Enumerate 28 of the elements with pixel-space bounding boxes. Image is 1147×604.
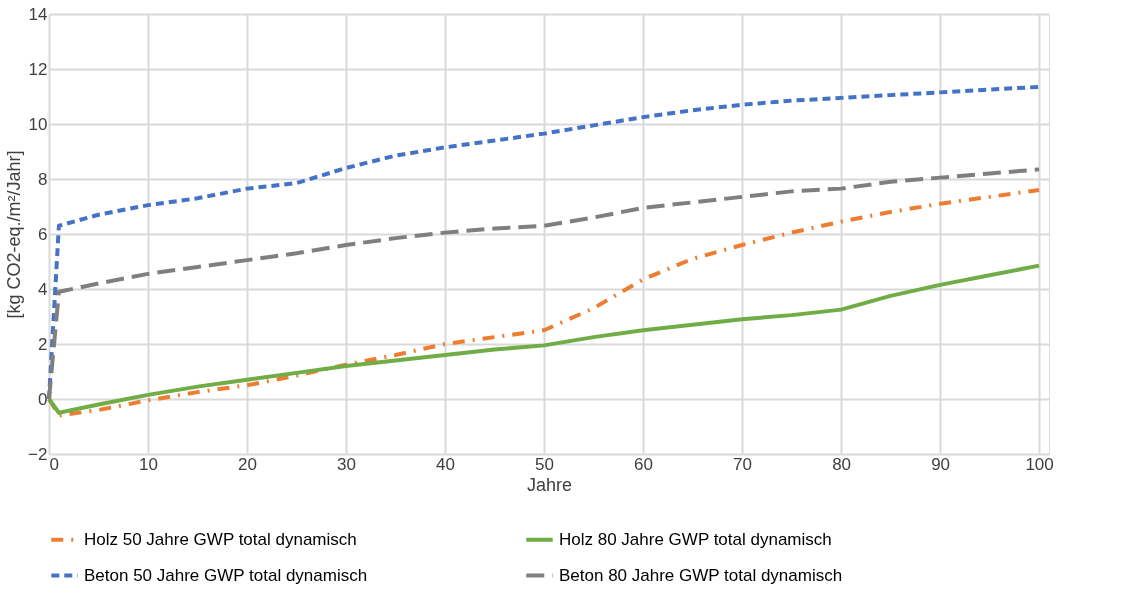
y-tick-label: 4 [38, 279, 48, 299]
line-series [47, 167, 1042, 401]
x-tick-label: 60 [634, 454, 654, 474]
x-tick-label: 30 [337, 454, 356, 474]
x-tick-label: 100 [1025, 454, 1054, 474]
x-tick-label: 10 [139, 454, 158, 474]
y-tick-label: 8 [38, 169, 48, 189]
line-series [47, 263, 1042, 415]
x-tick-label: 70 [733, 454, 753, 474]
y-tick-label: 14 [28, 4, 48, 24]
y-tick-label: 6 [38, 224, 48, 244]
y-tick-label: 10 [28, 114, 48, 134]
y-tick-label: 0 [38, 389, 48, 409]
x-axis-title: Jahre [526, 474, 573, 495]
y-tick-label: −2 [28, 444, 48, 464]
y-axis-title: [kg CO2-eq./m²/Jahr] [4, 150, 25, 319]
line-series [47, 188, 1042, 418]
y-tick-label: 12 [28, 59, 48, 79]
x-tick-label: 80 [832, 454, 852, 474]
legend-label: Holz 80 Jahre GWP total dynamisch [559, 529, 832, 549]
legend-label: Holz 50 Jahre GWP total dynamisch [84, 529, 357, 549]
legend-label: Beton 80 Jahre GWP total dynamisch [559, 565, 843, 585]
legend-label: Beton 50 Jahre GWP total dynamisch [84, 565, 368, 585]
x-tick-label: 90 [931, 454, 951, 474]
x-tick-label: 20 [238, 454, 257, 474]
x-tick-label: 40 [436, 454, 455, 474]
y-tick-label: 2 [38, 334, 48, 354]
x-tick-label: 50 [535, 454, 555, 474]
